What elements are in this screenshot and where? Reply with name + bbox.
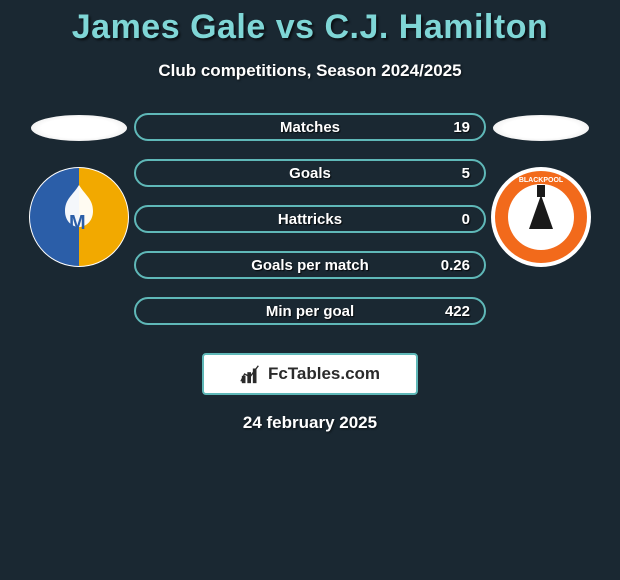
- stat-label: Matches: [280, 119, 340, 136]
- svg-text:BLACKPOOL: BLACKPOOL: [519, 177, 564, 184]
- stat-row-matches: Matches 19: [134, 113, 486, 141]
- blackpool-badge-icon: BLACKPOOL: [491, 167, 591, 267]
- stat-label: Goals per match: [251, 257, 369, 274]
- stat-row-goals-per-match: Goals per match 0.26: [134, 251, 486, 279]
- comparison-body: M Matches 19 Goals 5 Hattricks 0: [0, 113, 620, 325]
- player-right-column: BLACKPOOL: [486, 113, 596, 267]
- stat-right-value: 422: [445, 303, 470, 320]
- stat-row-min-per-goal: Min per goal 422: [134, 297, 486, 325]
- club-badge-left: M: [29, 167, 129, 267]
- stat-right-value: 0: [462, 211, 470, 228]
- svg-text:M: M: [69, 212, 86, 234]
- stat-label: Min per goal: [266, 303, 354, 320]
- brand-badge[interactable]: FcTables.com: [202, 353, 418, 395]
- player-right-avatar-placeholder: [493, 115, 589, 141]
- stat-right-value: 19: [453, 119, 470, 136]
- player-left-column: M: [24, 113, 134, 267]
- stat-right-value: 5: [462, 165, 470, 182]
- stat-row-hattricks: Hattricks 0: [134, 205, 486, 233]
- brand-text: FcTables.com: [268, 364, 380, 384]
- stat-label: Goals: [289, 165, 331, 182]
- player-left-avatar-placeholder: [31, 115, 127, 141]
- stat-label: Hattricks: [278, 211, 342, 228]
- bar-chart-icon: [240, 363, 262, 385]
- stat-right-value: 0.26: [441, 257, 470, 274]
- stat-row-goals: Goals 5: [134, 159, 486, 187]
- page-subtitle: Club competitions, Season 2024/2025: [0, 61, 620, 81]
- page-title: James Gale vs C.J. Hamilton: [0, 8, 620, 47]
- stats-list: Matches 19 Goals 5 Hattricks 0 Goals per…: [134, 113, 486, 325]
- club-badge-right: BLACKPOOL: [491, 167, 591, 267]
- footer-date: 24 february 2025: [0, 413, 620, 433]
- mansfield-badge-icon: M: [29, 167, 129, 267]
- comparison-card: James Gale vs C.J. Hamilton Club competi…: [0, 0, 620, 433]
